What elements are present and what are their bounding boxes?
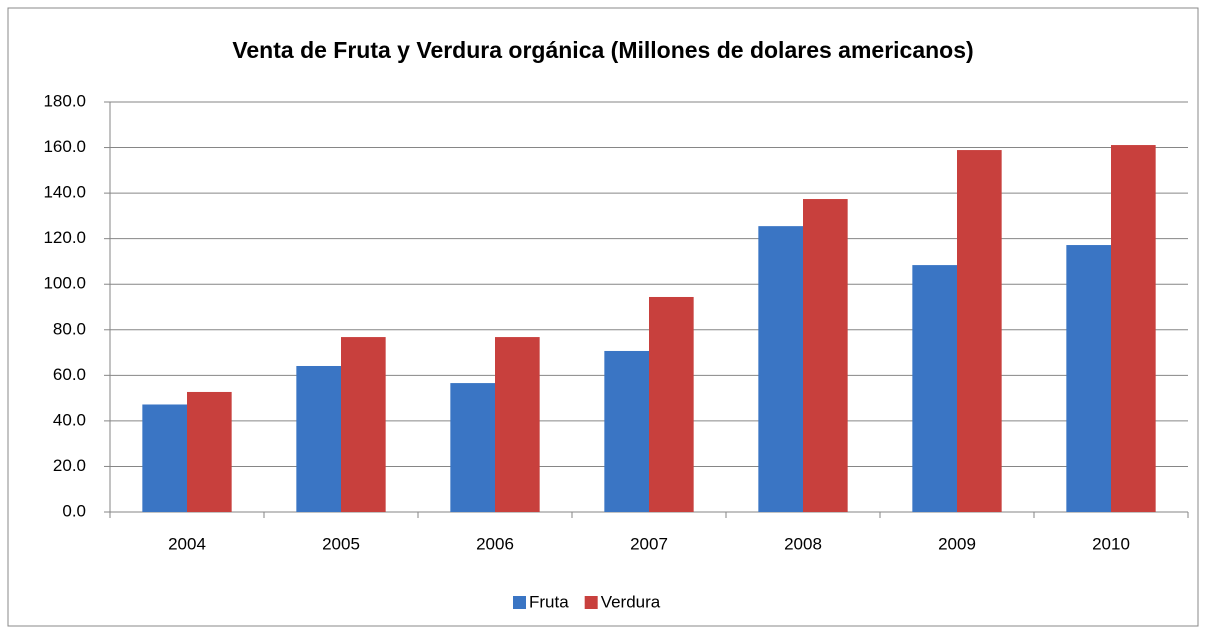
y-tick-label: 20.0 — [53, 456, 86, 475]
bar — [187, 391, 232, 512]
legend-label: Fruta — [529, 592, 569, 611]
bar — [912, 265, 957, 512]
bar — [1066, 245, 1111, 513]
bar — [1111, 145, 1156, 513]
legend-swatch — [513, 596, 526, 609]
bar — [604, 350, 649, 512]
y-tick-label: 40.0 — [53, 410, 86, 429]
bar — [495, 337, 540, 512]
chart-border — [7, 7, 1199, 627]
x-tick-label: 2007 — [630, 534, 668, 553]
y-tick-label: 160.0 — [43, 137, 86, 156]
bar — [296, 365, 341, 512]
legend-label: Verdura — [601, 592, 661, 611]
y-tick-label: 120.0 — [43, 228, 86, 247]
y-tick-label: 80.0 — [53, 319, 86, 338]
x-tick-label: 2006 — [476, 534, 514, 553]
x-tick-label: 2005 — [322, 534, 360, 553]
bar — [803, 199, 848, 513]
x-tick-label: 2008 — [784, 534, 822, 553]
y-tick-label: 140.0 — [43, 183, 86, 202]
y-tick-label: 60.0 — [53, 365, 86, 384]
bar — [341, 337, 386, 512]
y-tick-label: 0.0 — [62, 501, 86, 520]
bar — [758, 226, 803, 512]
bar — [957, 150, 1002, 513]
x-tick-label: 2009 — [938, 534, 976, 553]
x-tick-label: 2010 — [1092, 534, 1130, 553]
y-tick-label: 180.0 — [43, 91, 86, 110]
x-tick-label: 2004 — [168, 534, 206, 553]
chart-title: Venta de Fruta y Verdura orgánica (Millo… — [232, 37, 973, 63]
legend-swatch — [584, 596, 598, 609]
y-tick-label: 100.0 — [43, 274, 86, 293]
bar — [450, 383, 495, 512]
bar — [649, 296, 694, 512]
bar — [142, 404, 187, 512]
